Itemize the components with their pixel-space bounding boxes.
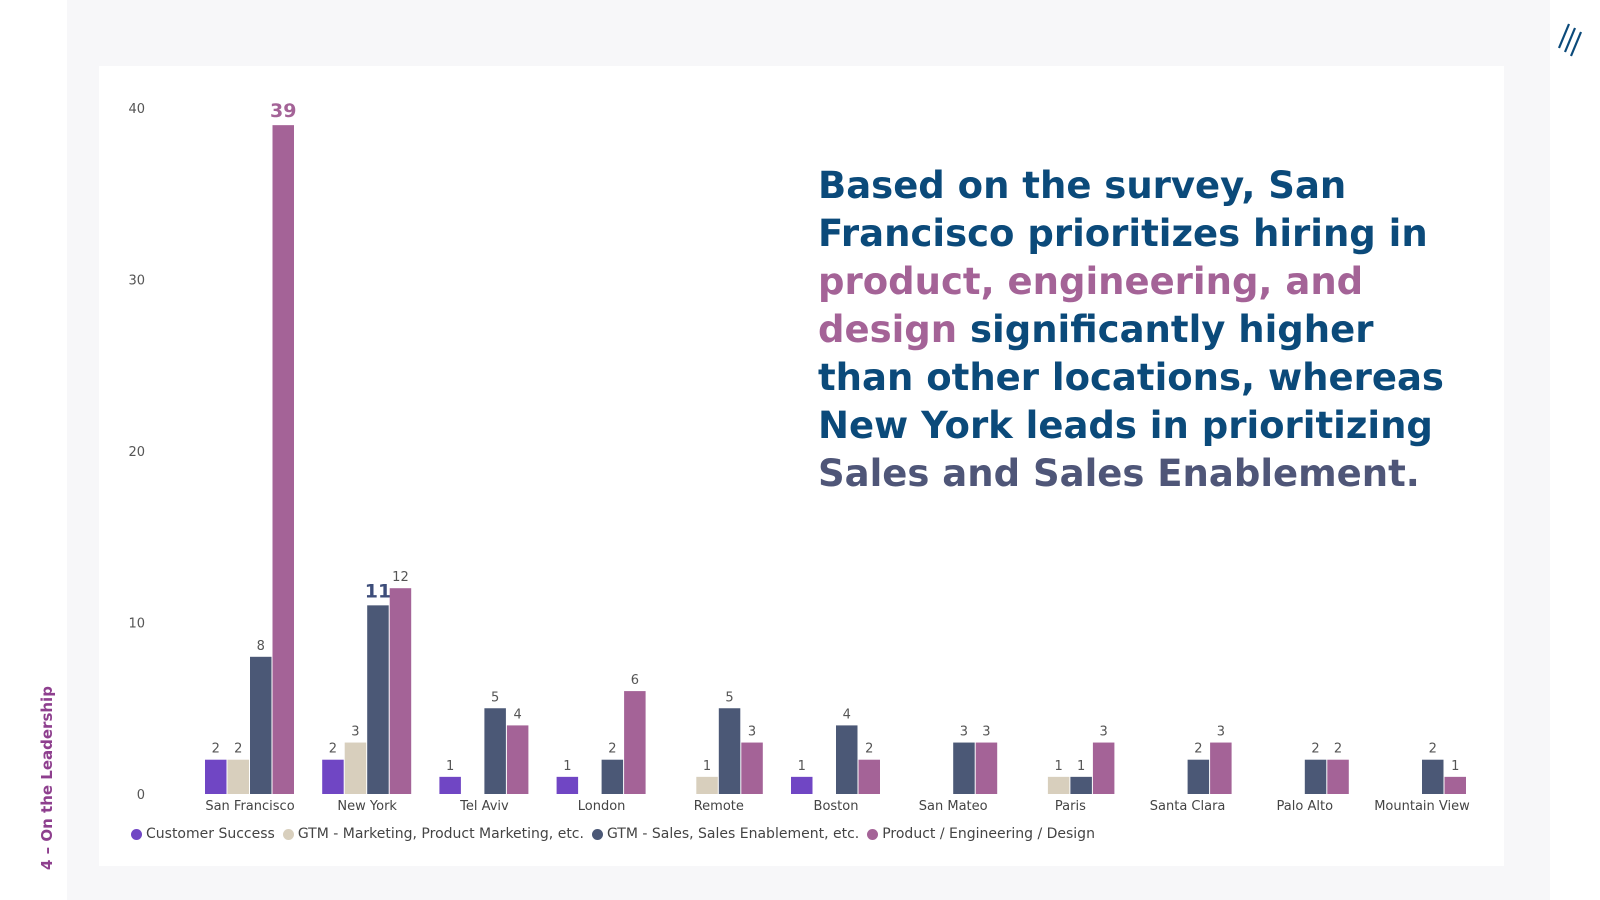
legend-swatch-icon bbox=[131, 828, 142, 840]
data-label-london-product-engineering-design: 6 bbox=[631, 673, 639, 688]
data-label-san-francisco-customer-success: 2 bbox=[212, 742, 220, 757]
bar-london-customer-success bbox=[556, 776, 579, 794]
bar-new-york-gtm-marketing-product-marketing-etc bbox=[344, 742, 367, 794]
headline-part1: Based on the survey, San Francisco prior… bbox=[818, 164, 1428, 255]
data-label-boston-gtm-sales-sales-enablement-etc: 4 bbox=[843, 707, 851, 722]
bar-london-product-engineering-design bbox=[624, 691, 646, 794]
bar-mountain-view-product-engineering-design bbox=[1444, 776, 1466, 794]
legend-item-product-engineering-design: Product / Engineering / Design bbox=[867, 826, 1095, 842]
bar-boston-gtm-sales-sales-enablement-etc bbox=[836, 725, 858, 794]
data-label-palo-alto-gtm-sales-sales-enablement-etc: 2 bbox=[1311, 742, 1319, 757]
bar-palo-alto-product-engineering-design bbox=[1327, 759, 1349, 794]
legend-label: Customer Success bbox=[146, 826, 275, 842]
data-label-tel-aviv-customer-success: 1 bbox=[446, 759, 454, 774]
data-label-mountain-view-gtm-sales-sales-enablement-etc: 2 bbox=[1429, 742, 1437, 757]
x-category-label-paris: Paris bbox=[1055, 799, 1086, 814]
bar-paris-gtm-marketing-product-marketing-etc bbox=[1047, 776, 1070, 794]
legend-swatch-icon bbox=[867, 828, 879, 840]
data-label-paris-gtm-sales-sales-enablement-etc: 1 bbox=[1077, 759, 1085, 774]
x-category-label-mountain-view: Mountain View bbox=[1374, 799, 1470, 814]
headline-part3: significantly higher than other location… bbox=[818, 308, 1444, 447]
x-category-label-boston: Boston bbox=[814, 799, 859, 814]
bar-remote-product-engineering-design bbox=[741, 742, 763, 794]
data-label-new-york-product-engineering-design: 12 bbox=[392, 570, 409, 585]
data-label-paris-product-engineering-design: 3 bbox=[1100, 725, 1108, 740]
data-label-mountain-view-product-engineering-design: 1 bbox=[1451, 759, 1459, 774]
bar-santa-clara-product-engineering-design bbox=[1210, 742, 1232, 794]
bar-paris-product-engineering-design bbox=[1092, 742, 1115, 794]
legend-swatch-icon bbox=[591, 828, 603, 840]
bar-remote-gtm-sales-sales-enablement-etc bbox=[718, 708, 741, 794]
data-label-remote-product-engineering-design: 3 bbox=[748, 725, 756, 740]
data-label-tel-aviv-product-engineering-design: 4 bbox=[514, 707, 522, 722]
bar-santa-clara-gtm-sales-sales-enablement-etc bbox=[1187, 759, 1210, 794]
data-label-london-gtm-sales-sales-enablement-etc: 2 bbox=[608, 742, 616, 757]
data-label-san-mateo-product-engineering-design: 3 bbox=[982, 725, 990, 740]
y-tick-label-10: 10 bbox=[128, 617, 145, 632]
bar-new-york-product-engineering-design bbox=[389, 588, 412, 794]
bar-tel-aviv-customer-success bbox=[439, 776, 461, 794]
y-tick-label-20: 20 bbox=[128, 445, 145, 460]
data-label-new-york-gtm-marketing-product-marketing-etc: 3 bbox=[351, 725, 359, 740]
x-category-label-new-york: New York bbox=[337, 799, 397, 814]
x-category-label-santa-clara: Santa Clara bbox=[1150, 799, 1226, 814]
legend-label: GTM - Sales, Sales Enablement, etc. bbox=[606, 826, 860, 842]
chart-legend: Customer Success GTM - Marketing, Product… bbox=[131, 826, 1103, 842]
data-label-san-francisco-gtm-sales-sales-enablement-etc: 8 bbox=[257, 639, 265, 654]
data-label-new-york-customer-success: 2 bbox=[329, 742, 337, 757]
bar-new-york-customer-success bbox=[322, 759, 344, 794]
bar-san-francisco-product-engineering-design bbox=[272, 125, 294, 794]
data-label-boston-product-engineering-design: 2 bbox=[865, 742, 873, 757]
y-tick-label-30: 30 bbox=[128, 274, 145, 289]
data-label-san-francisco-gtm-marketing-product-marketing-etc: 2 bbox=[234, 742, 242, 757]
bar-san-francisco-customer-success bbox=[205, 759, 227, 794]
data-label-boston-customer-success: 1 bbox=[798, 759, 806, 774]
bar-boston-product-engineering-design bbox=[858, 759, 880, 794]
x-category-label-san-mateo: San Mateo bbox=[919, 799, 988, 814]
x-category-label-tel-aviv: Tel Aviv bbox=[459, 799, 509, 814]
bar-new-york-gtm-sales-sales-enablement-etc bbox=[367, 605, 389, 794]
data-label-tel-aviv-gtm-sales-sales-enablement-etc: 5 bbox=[491, 690, 499, 705]
chart-card bbox=[99, 66, 1504, 866]
y-tick-label-0: 0 bbox=[137, 788, 145, 803]
bar-remote-gtm-marketing-product-marketing-etc bbox=[696, 776, 718, 794]
y-tick-label-40: 40 bbox=[128, 102, 145, 117]
bar-mountain-view-gtm-sales-sales-enablement-etc bbox=[1422, 759, 1444, 794]
data-label-remote-gtm-sales-sales-enablement-etc: 5 bbox=[725, 690, 733, 705]
bar-london-gtm-sales-sales-enablement-etc bbox=[601, 759, 624, 794]
bar-boston-customer-success bbox=[791, 776, 813, 794]
headline: Based on the survey, San Francisco prior… bbox=[818, 162, 1458, 498]
headline-highlight-sales: Sales and Sales Enablement. bbox=[818, 452, 1420, 495]
legend-swatch-icon bbox=[282, 828, 294, 840]
x-category-label-palo-alto: Palo Alto bbox=[1277, 799, 1334, 814]
x-category-label-remote: Remote bbox=[694, 799, 744, 814]
data-label-remote-gtm-marketing-product-marketing-etc: 1 bbox=[703, 759, 711, 774]
data-label-london-customer-success: 1 bbox=[563, 759, 571, 774]
bar-paris-gtm-sales-sales-enablement-etc bbox=[1070, 776, 1092, 794]
bar-san-francisco-gtm-marketing-product-marketing-etc bbox=[227, 759, 249, 794]
data-label-santa-clara-product-engineering-design: 3 bbox=[1217, 725, 1225, 740]
headline-highlight-product: product, engineering, and design bbox=[818, 260, 1364, 351]
data-label-palo-alto-product-engineering-design: 2 bbox=[1334, 742, 1342, 757]
bar-tel-aviv-product-engineering-design bbox=[506, 725, 529, 794]
bar-san-mateo-gtm-sales-sales-enablement-etc bbox=[953, 742, 975, 794]
legend-item-customer-success: Customer Success bbox=[131, 826, 275, 842]
legend-label: Product / Engineering / Design bbox=[882, 826, 1095, 842]
x-category-label-san-francisco: San Francisco bbox=[205, 799, 294, 814]
bar-palo-alto-gtm-sales-sales-enablement-etc bbox=[1304, 759, 1327, 794]
x-category-label-london: London bbox=[578, 799, 626, 814]
legend-item-gtm-sales-sales-enablement-etc: GTM - Sales, Sales Enablement, etc. bbox=[591, 826, 860, 842]
bar-tel-aviv-gtm-sales-sales-enablement-etc bbox=[484, 708, 506, 794]
data-label-santa-clara-gtm-sales-sales-enablement-etc: 2 bbox=[1194, 742, 1202, 757]
legend-item-gtm-marketing-product-marketing-etc: GTM - Marketing, Product Marketing, etc. bbox=[282, 826, 584, 842]
brand-logo-icon bbox=[1557, 23, 1583, 57]
data-label-paris-gtm-marketing-product-marketing-etc: 1 bbox=[1055, 759, 1063, 774]
data-label-new-york-gtm-sales-sales-enablement-etc: 11 bbox=[365, 580, 391, 602]
bar-san-francisco-gtm-sales-sales-enablement-etc bbox=[250, 656, 272, 794]
data-label-san-francisco-product-engineering-design: 39 bbox=[270, 100, 296, 122]
bar-san-mateo-product-engineering-design bbox=[975, 742, 998, 794]
legend-label: GTM - Marketing, Product Marketing, etc. bbox=[297, 826, 584, 842]
data-label-san-mateo-gtm-sales-sales-enablement-etc: 3 bbox=[960, 725, 968, 740]
